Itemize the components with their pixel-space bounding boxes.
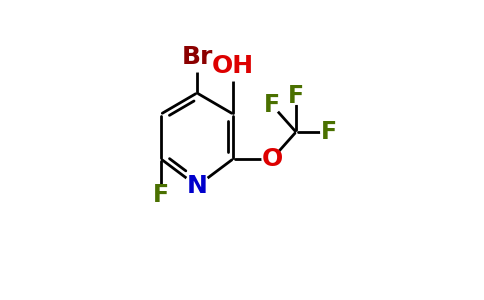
Text: F: F bbox=[153, 183, 169, 207]
Text: OH: OH bbox=[212, 54, 254, 78]
Circle shape bbox=[184, 173, 210, 199]
Circle shape bbox=[264, 97, 280, 113]
Circle shape bbox=[182, 42, 212, 72]
Circle shape bbox=[153, 187, 169, 203]
Text: F: F bbox=[264, 93, 280, 117]
Circle shape bbox=[262, 149, 282, 169]
Circle shape bbox=[288, 88, 304, 104]
Text: F: F bbox=[288, 84, 304, 108]
Circle shape bbox=[218, 51, 248, 81]
Text: N: N bbox=[186, 174, 208, 198]
Text: Br: Br bbox=[182, 45, 212, 69]
Text: O: O bbox=[261, 147, 283, 171]
Text: F: F bbox=[321, 120, 337, 144]
Circle shape bbox=[321, 124, 337, 140]
